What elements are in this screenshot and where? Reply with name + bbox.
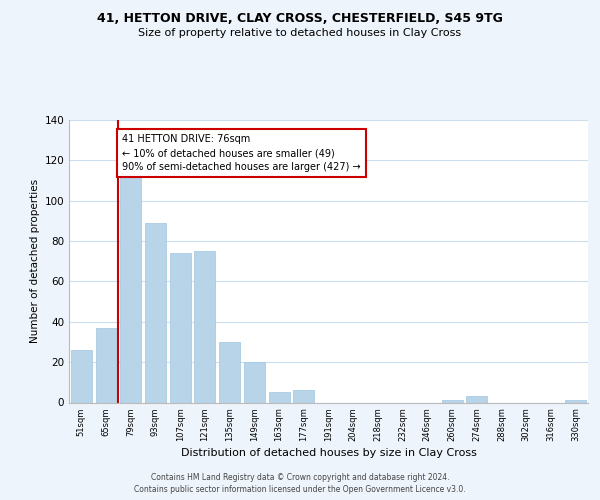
Y-axis label: Number of detached properties: Number of detached properties xyxy=(30,179,40,344)
Bar xyxy=(244,362,265,403)
Bar xyxy=(145,223,166,402)
Text: Contains public sector information licensed under the Open Government Licence v3: Contains public sector information licen… xyxy=(134,485,466,494)
Bar xyxy=(442,400,463,402)
Bar xyxy=(194,251,215,402)
Bar xyxy=(219,342,240,402)
Bar xyxy=(95,328,116,402)
X-axis label: Distribution of detached houses by size in Clay Cross: Distribution of detached houses by size … xyxy=(181,448,476,458)
Text: Contains HM Land Registry data © Crown copyright and database right 2024.: Contains HM Land Registry data © Crown c… xyxy=(151,472,449,482)
Text: Size of property relative to detached houses in Clay Cross: Size of property relative to detached ho… xyxy=(139,28,461,38)
Text: 41, HETTON DRIVE, CLAY CROSS, CHESTERFIELD, S45 9TG: 41, HETTON DRIVE, CLAY CROSS, CHESTERFIE… xyxy=(97,12,503,26)
Bar xyxy=(170,253,191,402)
Bar xyxy=(120,164,141,402)
Bar xyxy=(293,390,314,402)
Bar xyxy=(466,396,487,402)
Bar xyxy=(565,400,586,402)
Bar xyxy=(71,350,92,403)
Bar xyxy=(269,392,290,402)
Text: 41 HETTON DRIVE: 76sqm
← 10% of detached houses are smaller (49)
90% of semi-det: 41 HETTON DRIVE: 76sqm ← 10% of detached… xyxy=(122,134,361,172)
